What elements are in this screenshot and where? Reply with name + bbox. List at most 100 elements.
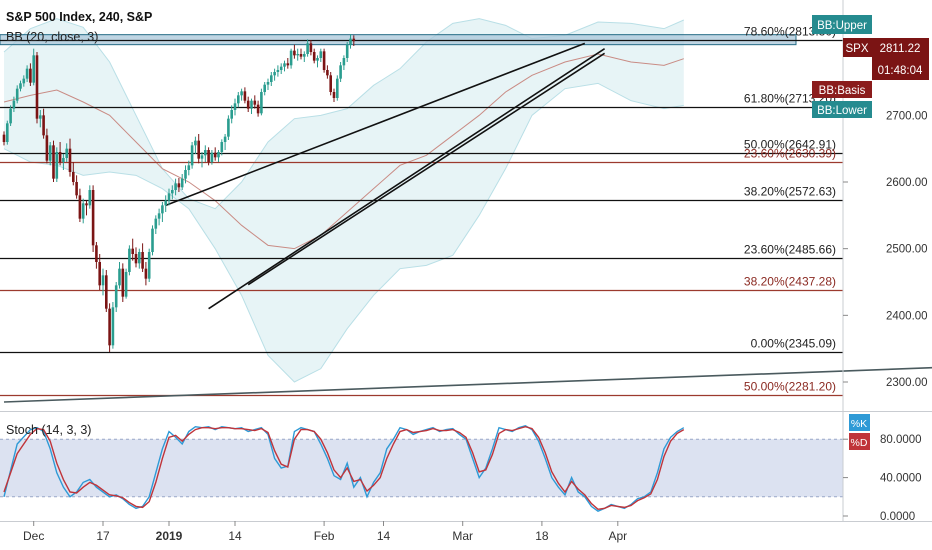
- candle-body: [336, 78, 339, 98]
- spx-last-price: 2811.22: [880, 43, 921, 55]
- fib-level-label: 50.00%(2642.91): [744, 138, 836, 152]
- candle-body: [108, 308, 111, 346]
- price-tick-label: 2300.00: [886, 377, 928, 389]
- candle-body: [154, 218, 158, 229]
- candle-body: [240, 91, 243, 96]
- candle-body: [194, 140, 197, 146]
- candle-body: [250, 100, 253, 109]
- candle: [352, 35, 356, 46]
- candle-body: [227, 118, 230, 137]
- candle-body: [299, 54, 303, 57]
- candle-body: [95, 245, 98, 262]
- candle-body: [134, 254, 138, 264]
- stoch-d-tag: %D: [849, 433, 870, 450]
- candle: [134, 247, 138, 268]
- fib-level-label: 23.60%(2485.66): [744, 243, 836, 257]
- resistance-zone: [0, 34, 797, 46]
- trendline: [247, 52, 606, 286]
- time-tick-label: Dec: [23, 529, 44, 543]
- candle-body: [303, 54, 306, 57]
- bar-countdown: 01:48:04: [878, 65, 923, 77]
- candle-body: [180, 178, 184, 188]
- candle: [322, 48, 326, 73]
- candle-body: [283, 63, 286, 67]
- candle: [174, 178, 177, 196]
- candle: [266, 78, 270, 90]
- candle-body: [293, 50, 296, 56]
- candle: [157, 208, 161, 226]
- candle-body: [42, 115, 45, 136]
- price-axis[interactable]: 2700.00 2600.00 2500.00 2400.00 2300.00: [843, 110, 928, 389]
- price-tick-label: 2600.00: [886, 177, 928, 189]
- candle: [101, 268, 105, 296]
- candle-body: [184, 170, 187, 179]
- candle-body: [316, 58, 319, 61]
- time-tick-label: Mar: [452, 529, 473, 543]
- candle: [283, 60, 286, 72]
- candle: [29, 63, 32, 86]
- candle-body: [279, 66, 283, 70]
- candle-body: [312, 52, 316, 61]
- candle-body: [220, 142, 224, 152]
- candle: [78, 188, 82, 222]
- candle-body: [81, 203, 85, 219]
- bb-indicator-label[interactable]: BB (20, close, 3): [6, 30, 98, 44]
- candle: [171, 185, 174, 200]
- candle-body: [114, 285, 118, 308]
- candle-body: [144, 268, 148, 279]
- candle: [332, 88, 336, 102]
- candle: [81, 198, 85, 224]
- candle: [108, 303, 111, 352]
- candle-body: [138, 252, 141, 264]
- bb-lower-line: [3, 82, 684, 383]
- candle: [230, 105, 233, 124]
- candle-body: [296, 54, 299, 56]
- candle: [72, 162, 75, 186]
- candle-body: [246, 100, 250, 109]
- candle: [161, 202, 164, 222]
- candle-body: [306, 43, 309, 54]
- symbol-title[interactable]: S&P 500 Index, 240, S&P: [6, 10, 152, 24]
- candle: [95, 242, 98, 269]
- trendline: [3, 366, 932, 403]
- trendline: [208, 47, 606, 310]
- candle-body: [309, 43, 313, 52]
- candle-body: [197, 140, 200, 159]
- stoch-axis[interactable]: 80.0000 40.0000 0.0000: [843, 434, 922, 523]
- stoch-indicator-label[interactable]: Stoch (14, 3, 3): [6, 423, 91, 437]
- candle: [177, 178, 181, 192]
- candle: [58, 142, 62, 166]
- candle: [55, 147, 59, 182]
- time-axis[interactable]: Dec 17 2019 14 Feb 14 Mar 18 Apr: [23, 521, 627, 543]
- candle: [319, 48, 323, 62]
- candle: [164, 195, 167, 212]
- candle-body: [332, 92, 336, 98]
- candle: [22, 75, 26, 87]
- candle-body: [58, 152, 62, 162]
- candle-body: [91, 190, 95, 246]
- candle-body: [263, 84, 266, 92]
- candle-body: [65, 148, 68, 158]
- candle-body: [230, 110, 233, 119]
- candle: [312, 48, 316, 64]
- candle: [349, 34, 352, 49]
- candle-body: [75, 182, 78, 196]
- candle: [62, 154, 65, 170]
- spx-tag: SPX: [843, 38, 872, 57]
- candle-body: [55, 152, 59, 179]
- candle: [273, 68, 276, 81]
- stoch-k-tag-label: %K: [851, 418, 867, 430]
- candle: [306, 39, 309, 57]
- candle-body: [52, 145, 55, 179]
- candle: [345, 42, 349, 62]
- candle: [65, 143, 68, 162]
- candle: [121, 263, 125, 302]
- candle: [9, 105, 12, 126]
- candle-body: [200, 155, 204, 159]
- candle-body: [25, 68, 29, 79]
- candle-body: [260, 92, 263, 114]
- candle: [91, 185, 95, 252]
- candle-body: [111, 307, 115, 346]
- candle: [197, 134, 200, 164]
- time-tick-label: 14: [377, 529, 391, 543]
